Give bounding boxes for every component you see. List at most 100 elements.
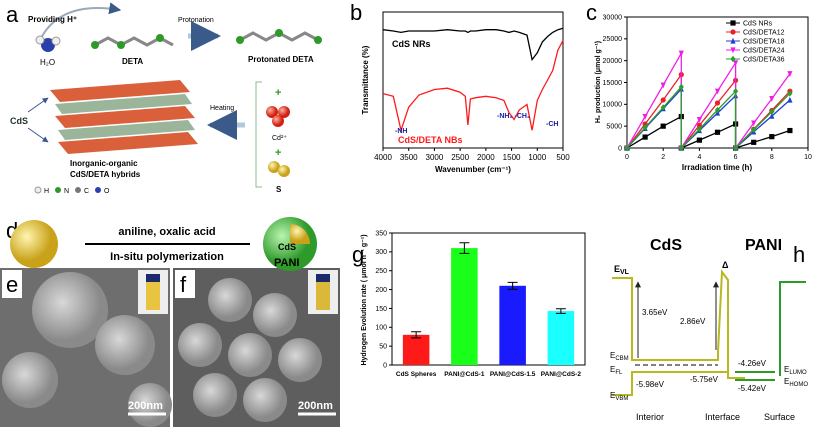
panel-label: f bbox=[180, 272, 187, 297]
text: PANI bbox=[274, 257, 299, 269]
y-tick-label: 200 bbox=[375, 287, 387, 294]
marker bbox=[660, 82, 666, 89]
text: CBM bbox=[615, 356, 628, 362]
text: CdS bbox=[278, 242, 296, 252]
series-line bbox=[626, 72, 791, 150]
legend-label: CdS/DETA24 bbox=[743, 48, 785, 55]
atom bbox=[314, 36, 322, 44]
text: Protonation bbox=[178, 17, 214, 24]
x-tick-label: PANI@CdS-1 bbox=[444, 371, 485, 378]
particle bbox=[278, 338, 322, 382]
marker bbox=[787, 96, 793, 103]
x-tick-label: 2000 bbox=[477, 153, 495, 162]
band-edge bbox=[612, 269, 745, 379]
x-tick-label: 6 bbox=[734, 154, 738, 161]
x-tick-label: 500 bbox=[556, 153, 570, 162]
marker bbox=[678, 50, 684, 57]
marker bbox=[769, 112, 775, 119]
legend-marker bbox=[730, 47, 736, 54]
text: Heating bbox=[210, 105, 234, 112]
text: + bbox=[275, 87, 281, 99]
text: EFL bbox=[610, 365, 623, 376]
atom bbox=[91, 41, 99, 49]
text: E bbox=[784, 365, 789, 374]
y-tick-label: 50 bbox=[379, 343, 387, 350]
marker bbox=[714, 129, 721, 135]
marker bbox=[769, 134, 775, 140]
text: -5.42eV bbox=[738, 384, 767, 393]
text: -4.26eV bbox=[738, 359, 767, 368]
layer bbox=[58, 120, 195, 140]
particle bbox=[253, 293, 297, 337]
marker bbox=[733, 144, 739, 152]
text: H₂O bbox=[40, 58, 55, 67]
text: ELUMO bbox=[784, 365, 807, 376]
bracket bbox=[255, 81, 262, 188]
particle bbox=[178, 323, 222, 367]
marker bbox=[678, 83, 684, 91]
x-tick-label: CdS Spheres bbox=[396, 371, 437, 378]
x-tick-label: 4000 bbox=[374, 153, 392, 162]
marker bbox=[769, 108, 775, 115]
marker bbox=[642, 113, 648, 120]
text: -5.98eV bbox=[636, 380, 665, 389]
y-tick-label: 5000 bbox=[606, 124, 622, 131]
particle bbox=[128, 383, 172, 427]
text: S bbox=[276, 185, 282, 194]
y-tick-label: 0 bbox=[618, 145, 622, 152]
panel-f: f 200nm bbox=[175, 270, 338, 422]
y-axis-label: Hydrogen Evolution rate ( μmol h⁻¹ g⁻¹) bbox=[361, 234, 368, 365]
error-bar bbox=[507, 281, 518, 290]
layer bbox=[55, 106, 195, 128]
text: 200nm bbox=[128, 400, 163, 412]
text: CdS bbox=[10, 116, 28, 126]
text: E bbox=[784, 377, 789, 386]
text: CdS/DETA hybrids bbox=[70, 170, 141, 179]
series-line bbox=[382, 27, 564, 62]
error-bar bbox=[411, 331, 422, 339]
y-tick-label: 150 bbox=[375, 306, 387, 313]
text: aniline, oxalic acid bbox=[118, 226, 215, 238]
y-axis-label: H₂ production (μmol g⁻¹) bbox=[595, 41, 602, 123]
atom bbox=[117, 41, 125, 49]
legend-label: CdS/DETA36 bbox=[743, 57, 785, 64]
marker bbox=[642, 134, 648, 140]
x-tick-label: 3500 bbox=[400, 153, 418, 162]
text: CdS bbox=[650, 237, 682, 254]
y-axis-label: Transmittance (%) bbox=[361, 45, 370, 114]
atom bbox=[156, 34, 164, 42]
marker bbox=[660, 123, 666, 129]
particle bbox=[32, 272, 108, 348]
core bbox=[290, 224, 310, 244]
legend-dot bbox=[75, 187, 81, 193]
panel-d: aniline, oxalic acid In-situ polymerizat… bbox=[10, 217, 317, 271]
panel-label: e bbox=[6, 272, 18, 297]
vial bbox=[316, 282, 330, 310]
series-line bbox=[626, 85, 791, 150]
text: HOMO bbox=[789, 382, 808, 388]
marker bbox=[751, 126, 757, 133]
sphere bbox=[10, 220, 58, 268]
marker bbox=[787, 71, 793, 77]
crystal-layers bbox=[50, 80, 198, 154]
x-tick-label: 1500 bbox=[503, 153, 521, 162]
particle bbox=[243, 378, 287, 422]
marker bbox=[660, 104, 666, 111]
y-tick-label: 10000 bbox=[603, 102, 623, 109]
panel-a: Providing H⁺ H₂O DETA Protonation Proton… bbox=[10, 2, 322, 195]
y-tick-label: 25000 bbox=[603, 36, 623, 43]
text: Cd²⁺ bbox=[272, 135, 287, 142]
y-tick-label: 20000 bbox=[603, 58, 623, 65]
layer bbox=[50, 80, 190, 102]
x-tick-label: PANI@CdS-1.5 bbox=[490, 371, 536, 378]
arrow bbox=[39, 2, 122, 41]
marker bbox=[769, 96, 775, 102]
text: DETA bbox=[122, 57, 143, 66]
marker bbox=[660, 97, 666, 103]
text: Interface bbox=[705, 412, 740, 422]
text: EVBM bbox=[610, 391, 628, 402]
atom bbox=[41, 38, 55, 52]
atom bbox=[275, 29, 283, 37]
particle bbox=[2, 352, 58, 408]
